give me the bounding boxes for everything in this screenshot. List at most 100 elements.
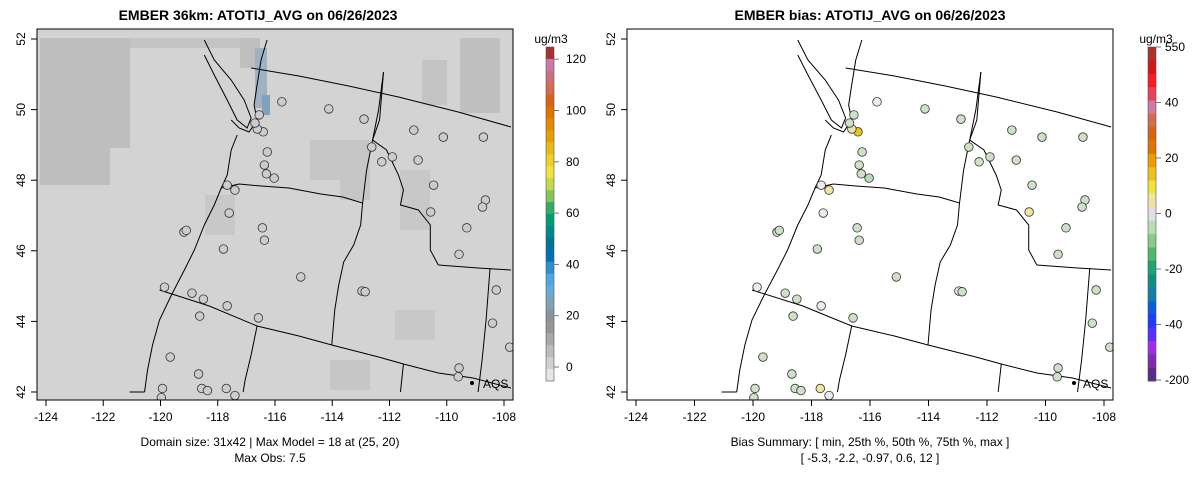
colorbar-swatch — [1148, 300, 1156, 315]
model-grid-cell — [330, 360, 370, 390]
aqs-legend-dot — [1072, 381, 1076, 385]
station-marker — [1061, 223, 1071, 233]
station-marker — [462, 223, 472, 233]
left-footer-domain: Domain size: 31x42 | Max Model = 18 at (… — [141, 435, 400, 449]
state-border — [373, 72, 439, 265]
station-marker — [224, 208, 234, 218]
colorbar-swatch — [1148, 47, 1156, 61]
station-marker — [222, 180, 232, 190]
station-marker — [956, 114, 966, 124]
x-tick-label: -124 — [34, 410, 58, 424]
colorbar-swatch — [1148, 153, 1156, 168]
station-marker — [478, 132, 489, 142]
x-tick-label: -112 — [975, 410, 998, 424]
station-marker — [159, 282, 170, 292]
colorbar-swatch — [1148, 340, 1156, 355]
right-colorbar-units: ug/m3 — [1139, 32, 1173, 46]
station-marker — [262, 147, 272, 157]
left-colorbar: 0 20 40 60 80 100 120 — [545, 46, 586, 382]
model-grid-cell — [422, 60, 447, 105]
colorbar-swatch — [546, 142, 554, 155]
station-marker — [454, 363, 464, 373]
station-marker — [230, 390, 240, 400]
colorbar-swatch — [1148, 167, 1156, 182]
y-tick-label: 44 — [14, 314, 28, 328]
colorbar-swatch — [546, 58, 554, 72]
left-title: EMBER 36km: ATOTIJ_AVG on 06/26/2023 — [119, 7, 398, 23]
colorbar-swatch — [546, 357, 554, 370]
station-marker — [377, 157, 387, 167]
colorbar-tick-label: 20 — [566, 309, 580, 323]
colorbar-swatch — [1148, 354, 1156, 369]
station-marker — [491, 285, 501, 295]
x-tick-label: -122 — [91, 410, 115, 424]
state-border — [970, 72, 1037, 265]
x-tick-label: -122 — [682, 410, 706, 424]
state-border — [251, 68, 511, 127]
station-marker — [749, 392, 759, 400]
y-tick-label: 50 — [14, 103, 28, 117]
colorbar-swatch — [546, 202, 554, 215]
colorbar-tick-label: 550 — [1165, 40, 1185, 54]
station-marker — [1105, 342, 1113, 352]
aqs-legend-dot — [470, 381, 474, 385]
station-marker — [816, 180, 826, 190]
station-marker — [920, 104, 930, 114]
right-footer-bias-values: [ -5.3, -2.2, -0.97, 0.6, 12 ] — [801, 451, 940, 465]
bias-map-panel: -124 -122 -120 -118 -116 -114 -112 -110 -108 42 44… — [604, 28, 1116, 424]
colorbar-swatch — [1148, 327, 1156, 342]
x-tick-label: -118 — [206, 410, 229, 424]
model-grid-cell — [310, 140, 370, 180]
station-marker — [360, 287, 370, 297]
station-marker — [1024, 207, 1034, 217]
x-tick-label: -116 — [263, 410, 286, 424]
y-tick-label: 50 — [604, 103, 618, 117]
colorbar-swatch — [546, 345, 554, 358]
station-marker — [812, 244, 823, 254]
colorbar-swatch — [546, 249, 554, 263]
colorbar-swatch — [546, 237, 554, 251]
station-marker — [218, 244, 229, 254]
colorbar-tick-label: -40 — [1165, 318, 1183, 332]
state-border — [438, 265, 511, 270]
state-border — [243, 326, 257, 392]
station-marker — [1078, 132, 1088, 142]
colorbar-tick-label: 100 — [566, 104, 586, 118]
colorbar-swatch — [1148, 234, 1156, 248]
colorbar-tick-label: 80 — [566, 155, 580, 169]
model-grid-cell — [262, 95, 270, 115]
station-marker — [750, 383, 760, 394]
model-grid-cell — [40, 38, 130, 148]
station-marker — [367, 142, 377, 152]
colorbar-swatch — [546, 297, 554, 310]
colorbar-tick-label: 0 — [566, 360, 573, 374]
colorbar-tick-label: -20 — [1165, 262, 1183, 276]
station-marker — [752, 282, 762, 292]
x-tick-label: -124 — [624, 410, 648, 424]
station-marker — [181, 225, 191, 236]
station-marker — [964, 142, 974, 152]
colorbar-swatch — [1148, 127, 1156, 142]
station-marker — [792, 294, 802, 304]
x-tick-label: -120 — [148, 410, 172, 424]
station-marker — [487, 318, 498, 328]
station-marker — [359, 114, 369, 124]
colorbar-swatch — [1148, 100, 1156, 115]
state-border — [204, 40, 251, 128]
station-marker — [413, 155, 423, 165]
station-marker — [816, 301, 826, 311]
x-tick-label: -118 — [800, 410, 823, 424]
state-border — [737, 135, 832, 392]
right-footer-bias-summary: Bias Summary: [ min, 25th %, 50th %, 75t… — [731, 435, 1010, 449]
colorbar-swatch — [1148, 73, 1156, 88]
colorbar-swatch — [546, 154, 554, 167]
model-grid-cell — [395, 310, 435, 340]
station-marker — [872, 97, 882, 107]
station-marker — [1011, 155, 1021, 165]
station-marker — [259, 160, 270, 170]
station-marker — [221, 383, 232, 394]
station-marker — [156, 392, 167, 400]
station-marker — [438, 132, 449, 142]
model-grid-cell — [40, 148, 110, 185]
colorbar-swatch — [546, 309, 554, 322]
